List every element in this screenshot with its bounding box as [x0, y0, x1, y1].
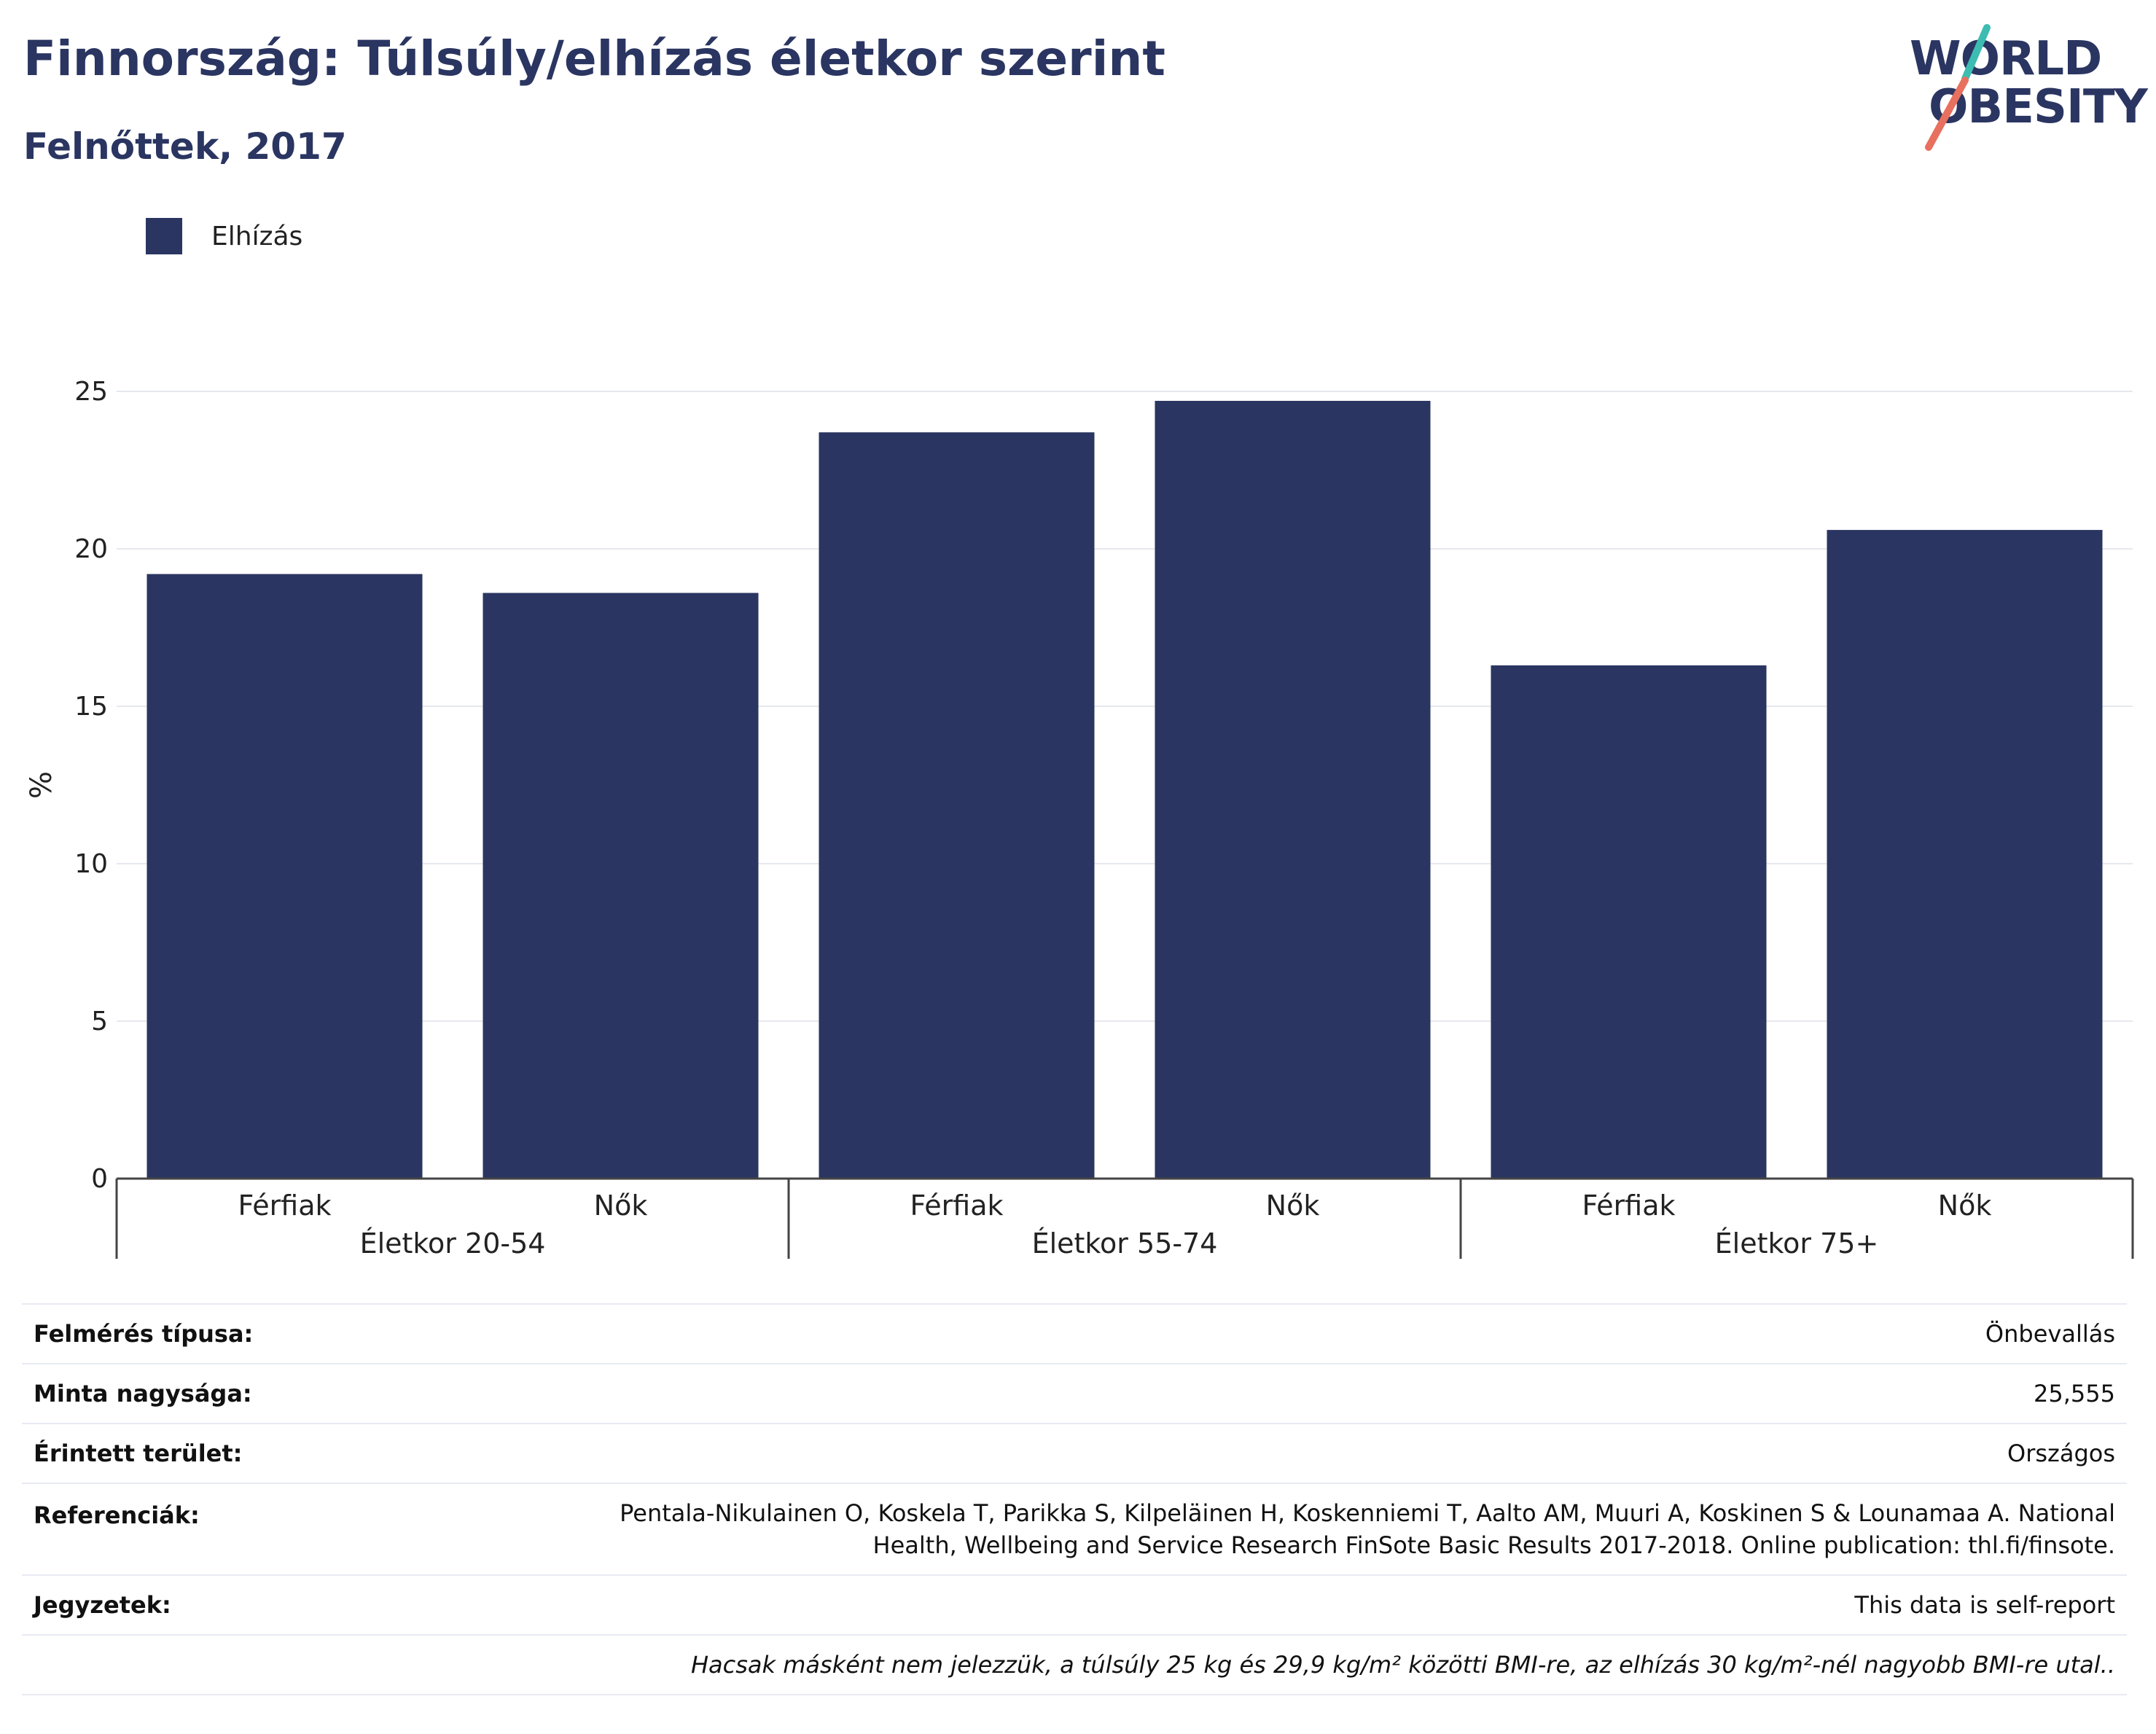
reference-line-1: Pentala-Nikulainen O, Koskela T, Parikka…: [471, 1497, 2115, 1529]
info-value: 25,555: [471, 1364, 2127, 1423]
bar: [1155, 401, 1430, 1179]
chart-subtitle: Felnőttek, 2017: [23, 125, 347, 168]
x-tick-label: Férfiak: [1582, 1190, 1675, 1222]
info-table: Felmérés típusa: Önbevallás Minta nagysá…: [22, 1303, 2127, 1695]
legend[interactable]: Elhízás: [146, 217, 302, 255]
info-label: Jegyzetek:: [22, 1575, 471, 1635]
info-row-notes: Jegyzetek: This data is self-report: [22, 1575, 2127, 1635]
info-row-survey-type: Felmérés típusa: Önbevallás: [22, 1304, 2127, 1364]
logo-slash-icon: [1902, 22, 2143, 153]
info-label: Minta nagysága:: [22, 1364, 471, 1423]
legend-swatch-elhizas: [146, 218, 182, 254]
y-tick-label: 10: [74, 849, 108, 879]
bar: [147, 574, 422, 1179]
group-label: Életkor 55-74: [1032, 1227, 1218, 1260]
y-tick-label: 5: [91, 1007, 108, 1036]
y-tick-label: 25: [74, 377, 108, 407]
info-label-empty: [22, 1635, 471, 1695]
bar: [1827, 530, 2102, 1179]
y-axis-title: %: [25, 771, 58, 799]
world-obesity-logo: WORLD OBESITY: [1902, 22, 2143, 153]
info-value: This data is self-report: [471, 1575, 2127, 1635]
info-label: Felmérés típusa:: [22, 1304, 471, 1364]
y-tick-label: 0: [91, 1164, 108, 1194]
info-value: Önbevallás: [471, 1304, 2127, 1364]
bar-chart: 0 5 10 15 20 25% Férfiak Nők Férfiak Nők Férfiak Nő…: [0, 350, 2156, 1290]
group-label: Életkor 75+: [1715, 1227, 1879, 1260]
reference-line-2: Health, Wellbeing and Service Research F…: [471, 1529, 2115, 1561]
info-value: Országos: [471, 1423, 2127, 1483]
legend-label-elhizas: Elhízás: [211, 222, 302, 251]
info-row-references: Referenciák: Pentala-Nikulainen O, Koske…: [22, 1483, 2127, 1575]
info-value: Pentala-Nikulainen O, Koskela T, Parikka…: [471, 1483, 2127, 1575]
x-tick-label: Nők: [1266, 1190, 1320, 1222]
x-tick-label: Nők: [1938, 1190, 1992, 1222]
info-label: Érintett terület:: [22, 1423, 471, 1483]
y-tick-label: 15: [74, 692, 108, 722]
info-row-footnote: Hacsak másként nem jelezzük, a túlsúly 2…: [22, 1635, 2127, 1695]
y-tick-label: 20: [74, 534, 108, 564]
info-label: Referenciák:: [22, 1483, 471, 1575]
x-tick-label: Nők: [594, 1190, 648, 1222]
bar: [819, 432, 1094, 1179]
info-row-sample-size: Minta nagysága: 25,555: [22, 1364, 2127, 1423]
chart-title: Finnország: Túlsúly/elhízás életkor szer…: [23, 31, 1165, 87]
bar: [483, 593, 758, 1179]
group-label: Életkor 20-54: [360, 1227, 546, 1260]
x-tick-label: Férfiak: [910, 1190, 1003, 1222]
x-tick-label: Férfiak: [238, 1190, 331, 1222]
info-row-area: Érintett terület: Országos: [22, 1423, 2127, 1483]
bar: [1491, 665, 1766, 1179]
footnote: Hacsak másként nem jelezzük, a túlsúly 2…: [471, 1635, 2127, 1695]
